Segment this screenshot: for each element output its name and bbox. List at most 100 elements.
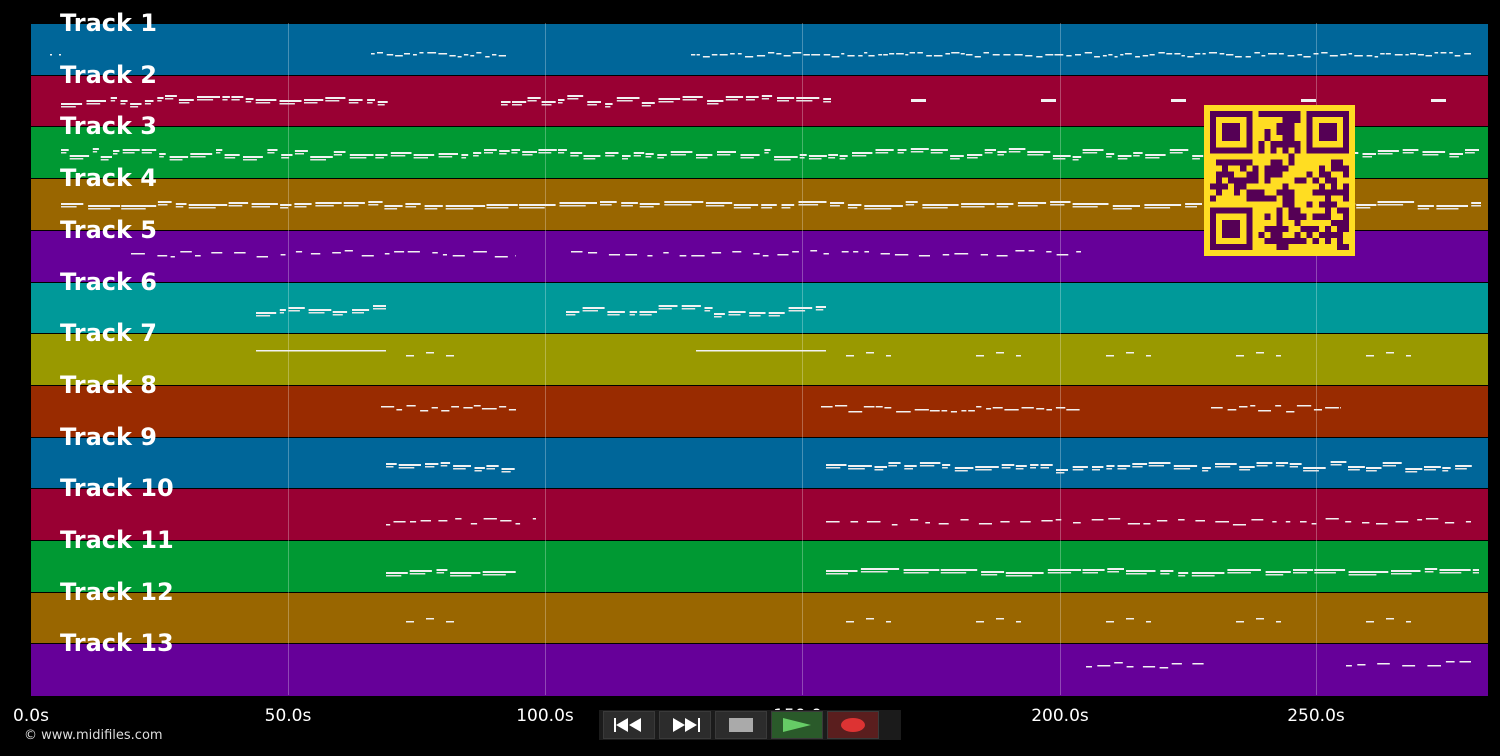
track-lane[interactable] — [31, 333, 1488, 386]
note — [1003, 54, 1011, 56]
note — [1181, 55, 1185, 57]
note — [1465, 149, 1479, 152]
note — [1114, 662, 1123, 664]
note — [386, 524, 391, 526]
fast-forward-button[interactable] — [659, 711, 711, 739]
note — [288, 309, 300, 311]
copyright-text: © www.midifiles.com — [24, 728, 163, 743]
note — [940, 572, 967, 574]
note — [911, 98, 926, 102]
note — [1173, 464, 1198, 467]
note — [954, 469, 968, 472]
note — [384, 205, 403, 208]
note — [558, 152, 565, 154]
rewind-button[interactable] — [603, 711, 655, 739]
note — [426, 617, 434, 620]
note — [702, 56, 710, 58]
note — [1030, 463, 1039, 466]
note — [761, 97, 769, 100]
note — [159, 156, 164, 158]
note — [368, 201, 383, 204]
note — [1422, 151, 1446, 154]
note — [909, 52, 915, 54]
stop-button[interactable] — [715, 711, 767, 739]
note — [992, 54, 1000, 56]
note — [255, 101, 271, 104]
note — [942, 463, 951, 466]
note — [165, 97, 174, 100]
note — [1325, 406, 1339, 409]
note — [405, 203, 421, 206]
note — [897, 149, 907, 152]
note — [1016, 355, 1021, 357]
note — [828, 157, 836, 159]
note — [361, 254, 374, 257]
note — [1436, 205, 1468, 208]
note — [224, 154, 240, 157]
note — [639, 313, 652, 315]
note — [830, 205, 840, 207]
note — [1459, 661, 1471, 663]
note — [1362, 153, 1376, 156]
note — [647, 254, 653, 257]
track-lane[interactable] — [31, 281, 1488, 335]
note — [228, 202, 249, 205]
note — [451, 405, 459, 408]
note — [922, 207, 948, 209]
note — [1046, 250, 1052, 253]
note — [1016, 620, 1021, 623]
note — [1356, 207, 1371, 209]
track-lane[interactable] — [31, 436, 1488, 490]
record-button[interactable] — [827, 711, 879, 739]
note — [810, 249, 818, 252]
note — [875, 152, 889, 154]
track-lane[interactable] — [31, 643, 1488, 697]
track-lane[interactable] — [31, 488, 1488, 541]
note — [1036, 56, 1043, 58]
note — [1226, 54, 1234, 56]
note — [188, 207, 216, 209]
note — [658, 307, 672, 309]
note — [130, 102, 142, 105]
note — [144, 99, 154, 102]
note — [951, 52, 960, 54]
note — [587, 103, 597, 106]
note — [866, 352, 874, 354]
track-lane[interactable] — [31, 540, 1488, 593]
note — [622, 155, 631, 158]
note — [730, 53, 735, 55]
note — [960, 53, 965, 55]
note — [639, 203, 660, 206]
note — [384, 252, 390, 255]
play-button[interactable] — [771, 711, 823, 739]
note — [1166, 53, 1173, 55]
note — [1239, 405, 1248, 408]
note — [92, 151, 98, 153]
note — [711, 251, 722, 254]
note — [1366, 55, 1373, 57]
note — [1142, 666, 1156, 668]
note — [1465, 521, 1471, 523]
note — [1405, 54, 1409, 56]
note — [788, 309, 806, 311]
note — [941, 409, 948, 412]
note — [511, 152, 518, 154]
note — [847, 55, 855, 57]
note — [386, 572, 408, 574]
note — [910, 519, 919, 521]
note — [1256, 461, 1273, 464]
note — [1202, 466, 1211, 469]
note — [1106, 467, 1113, 470]
track-lane[interactable] — [31, 384, 1488, 438]
track-lane[interactable] — [31, 591, 1488, 645]
note — [1126, 352, 1134, 354]
note — [745, 98, 755, 101]
note — [714, 315, 722, 317]
note — [1171, 663, 1182, 665]
note — [625, 253, 638, 256]
note — [658, 100, 674, 103]
note — [811, 54, 821, 56]
note — [1117, 464, 1131, 467]
note — [375, 154, 388, 157]
track-lane[interactable] — [31, 23, 1488, 76]
